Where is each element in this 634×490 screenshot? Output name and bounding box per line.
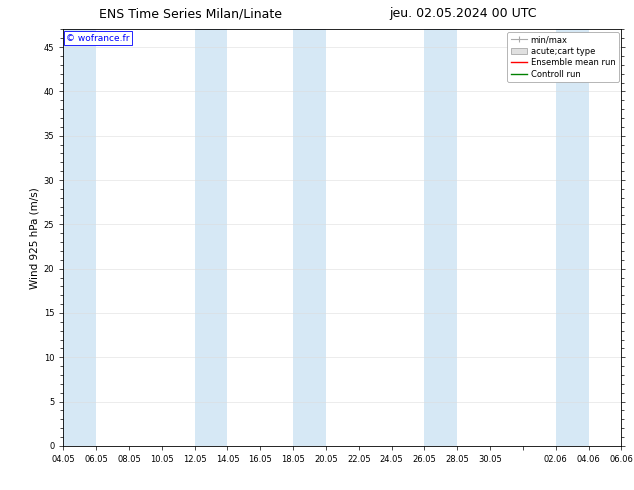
Legend: min/max, acute;cart type, Ensemble mean run, Controll run: min/max, acute;cart type, Ensemble mean … xyxy=(507,32,619,82)
Text: ENS Time Series Milan/Linate: ENS Time Series Milan/Linate xyxy=(99,7,281,21)
Bar xyxy=(555,29,588,446)
Bar xyxy=(195,29,228,446)
Bar xyxy=(424,29,457,446)
Bar xyxy=(63,29,96,446)
Bar xyxy=(293,29,326,446)
Text: © wofrance.fr: © wofrance.fr xyxy=(66,34,130,43)
Text: jeu. 02.05.2024 00 UTC: jeu. 02.05.2024 00 UTC xyxy=(389,7,536,21)
Y-axis label: Wind 925 hPa (m/s): Wind 925 hPa (m/s) xyxy=(30,187,39,289)
